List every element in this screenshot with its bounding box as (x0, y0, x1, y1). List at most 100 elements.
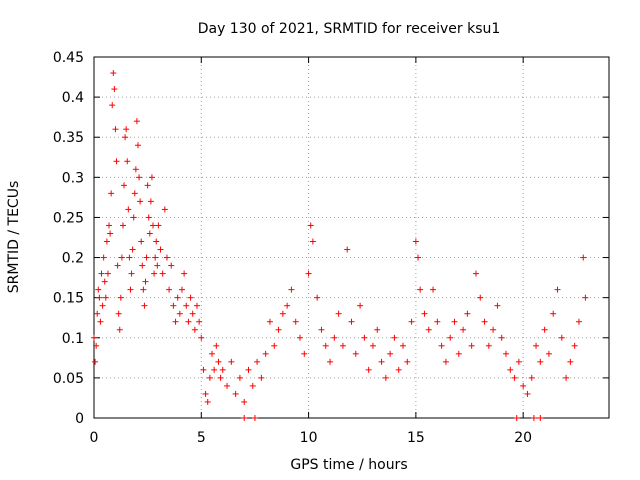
data-point (174, 294, 181, 301)
data-point (503, 350, 509, 357)
data-point (352, 350, 359, 357)
data-point (170, 302, 177, 309)
data-point (567, 358, 574, 365)
data-point (563, 374, 570, 381)
data-point (109, 102, 116, 109)
y-tick-label: 0.05 (53, 371, 84, 387)
data-point (344, 246, 351, 253)
data-point (101, 278, 108, 285)
chart-title: Day 130 of 2021, SRMTID for receiver ksu… (198, 21, 501, 37)
data-point (357, 302, 364, 309)
x-tick-label: 0 (90, 430, 99, 446)
data-point (331, 334, 338, 341)
data-point (241, 398, 248, 405)
data-point (292, 318, 299, 325)
data-point (215, 358, 222, 365)
data-point (151, 270, 158, 277)
data-point (327, 358, 334, 365)
data-point (185, 318, 192, 325)
x-tick-label: 15 (407, 430, 425, 446)
data-point (339, 342, 346, 349)
data-point (113, 158, 120, 165)
data-point (152, 254, 159, 261)
data-point (104, 270, 111, 277)
data-point (97, 318, 104, 325)
data-point (417, 286, 424, 293)
data-point (144, 182, 151, 189)
y-tick-label: 0.4 (62, 90, 84, 106)
data-point (575, 318, 582, 325)
data-point (494, 302, 501, 309)
data-point (305, 270, 312, 277)
data-point (545, 350, 552, 357)
data-point (217, 374, 224, 381)
y-tick-label: 0.25 (53, 210, 84, 226)
data-point (196, 318, 203, 325)
data-point (125, 206, 132, 213)
data-point (95, 286, 102, 293)
data-point (421, 310, 428, 317)
plot-frame (93, 56, 610, 419)
data-point (198, 334, 205, 341)
data-point (183, 302, 190, 309)
data-point (106, 222, 113, 229)
data-point (100, 254, 107, 261)
x-tick-label: 5 (197, 430, 206, 446)
data-point (141, 302, 148, 309)
axis-ticks: 0 0.05 0.1 0.15 0.2 0.25 0.3 0.35 0.4 0.45 0 5 10 15 2… (53, 50, 609, 446)
data-point (404, 358, 411, 365)
data-point (93, 342, 100, 349)
data-point (147, 198, 154, 205)
data-point (438, 342, 445, 349)
data-point (116, 326, 123, 333)
data-point (159, 270, 166, 277)
data-point (133, 118, 140, 125)
data-point (271, 342, 278, 349)
data-point (96, 294, 103, 301)
zero-data-point (537, 415, 544, 421)
data-point (145, 214, 152, 221)
data-point (136, 174, 143, 181)
data-point (228, 358, 235, 365)
data-point (515, 358, 522, 365)
y-tick-label: 0.45 (53, 50, 84, 66)
data-point (275, 326, 282, 333)
data-point (400, 342, 406, 349)
data-point (132, 166, 139, 173)
data-point (209, 350, 216, 357)
data-point (134, 142, 141, 149)
data-point (307, 222, 314, 229)
data-point (194, 302, 200, 309)
data-point (550, 310, 557, 317)
y-axis-label: SRMTID / TECUs (6, 181, 22, 294)
data-point (245, 366, 252, 373)
data-point (318, 326, 325, 333)
data-point (140, 286, 147, 293)
data-point (455, 350, 462, 357)
data-point (412, 238, 419, 245)
data-point (99, 302, 106, 309)
data-point (468, 342, 475, 349)
data-point (204, 398, 211, 405)
data-point (249, 382, 256, 389)
data-point (571, 342, 578, 349)
data-point (187, 294, 194, 301)
data-point (202, 390, 209, 397)
x-tick-label: 20 (514, 430, 532, 446)
data-point (102, 294, 109, 301)
data-point (582, 294, 589, 301)
data-point (279, 310, 286, 317)
data-point (425, 326, 432, 333)
data-point (124, 158, 131, 165)
data-point (520, 382, 527, 389)
zero-data-point (530, 415, 537, 421)
data-point (374, 326, 381, 333)
data-point (415, 254, 422, 261)
data-point (387, 350, 394, 357)
data-point (130, 214, 137, 221)
data-point (138, 238, 145, 245)
data-point (507, 366, 514, 373)
zero-data-point (241, 415, 248, 421)
data-point (166, 286, 173, 293)
y-tick-label: 0.35 (53, 130, 84, 146)
